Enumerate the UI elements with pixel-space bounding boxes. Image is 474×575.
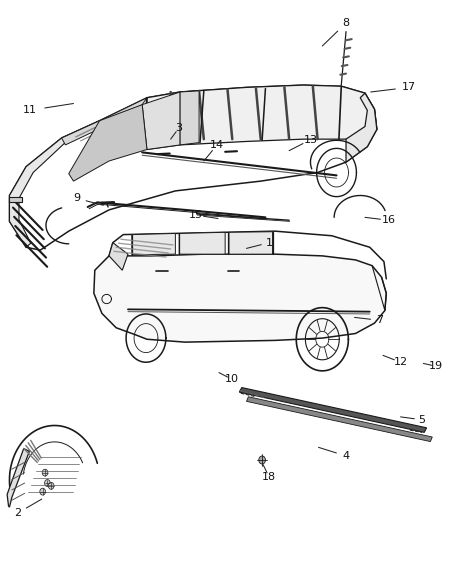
Text: 4: 4 (342, 451, 350, 461)
Text: 17: 17 (401, 82, 416, 93)
Polygon shape (239, 388, 427, 432)
Circle shape (40, 488, 46, 495)
Text: 14: 14 (210, 140, 224, 150)
Polygon shape (132, 233, 175, 255)
Circle shape (48, 482, 54, 489)
Text: 11: 11 (22, 105, 36, 116)
Polygon shape (9, 197, 22, 202)
Polygon shape (147, 85, 377, 150)
Text: 18: 18 (262, 472, 276, 482)
Polygon shape (69, 105, 147, 181)
Polygon shape (229, 232, 273, 254)
Text: 15: 15 (189, 210, 203, 220)
Text: 5: 5 (419, 415, 425, 425)
Text: 9: 9 (73, 193, 81, 204)
Polygon shape (94, 254, 386, 342)
Circle shape (259, 456, 265, 464)
Text: 3: 3 (176, 122, 182, 133)
Polygon shape (246, 397, 432, 442)
Text: 16: 16 (382, 215, 396, 225)
Polygon shape (62, 98, 147, 145)
Text: 12: 12 (393, 357, 408, 367)
Polygon shape (9, 121, 102, 247)
Polygon shape (142, 92, 180, 150)
Text: 7: 7 (375, 315, 383, 325)
Polygon shape (180, 91, 199, 145)
Polygon shape (7, 448, 29, 507)
Text: 2: 2 (14, 508, 22, 518)
Circle shape (42, 469, 48, 476)
Text: 1: 1 (266, 237, 273, 248)
Text: 19: 19 (429, 361, 443, 371)
Text: 10: 10 (225, 374, 239, 385)
Polygon shape (179, 232, 225, 254)
Polygon shape (109, 243, 128, 270)
Text: 8: 8 (342, 18, 350, 28)
Circle shape (45, 480, 50, 486)
Text: 13: 13 (303, 135, 318, 145)
Polygon shape (346, 93, 377, 162)
